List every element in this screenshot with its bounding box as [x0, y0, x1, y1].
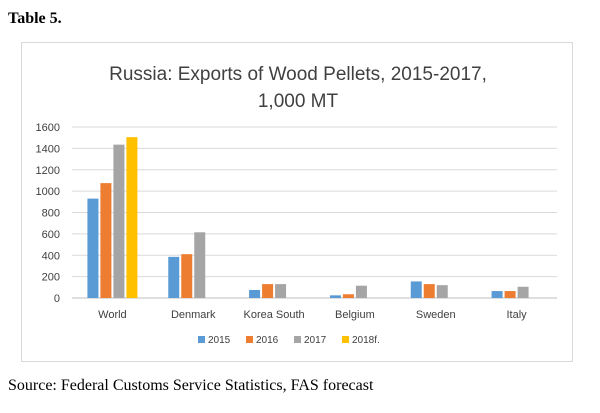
bars — [87, 137, 529, 298]
legend-label: 2017 — [304, 335, 327, 346]
chart-title-line-2: 1,000 MT — [258, 91, 339, 112]
bar-2015-sweden — [410, 281, 422, 298]
bar-2016-sweden — [423, 284, 435, 298]
legend-swatch — [198, 336, 205, 343]
x-category-label: World — [98, 309, 127, 321]
legend-label: 2016 — [256, 335, 279, 346]
bar-2018f-world — [126, 137, 138, 298]
bar-2017-belgium — [355, 285, 367, 298]
bar-2017-korea-south — [275, 284, 287, 298]
bar-2017-denmark — [194, 232, 206, 298]
x-category-label: Sweden — [416, 309, 456, 321]
bar-2016-world — [100, 183, 112, 298]
bar-2015-world — [87, 198, 99, 298]
gridlines — [72, 126, 557, 299]
legend-label: 2015 — [208, 335, 231, 346]
bar-2017-sweden — [436, 285, 448, 298]
legend-label: 2018f. — [352, 335, 380, 346]
bar-2015-korea-south — [249, 289, 261, 298]
chart-frame: Russia: Exports of Wood Pellets, 2015-20… — [21, 42, 573, 362]
x-axis-categories: World Denmark Korea South Belgium Sweden Ital… — [98, 309, 527, 321]
y-tick-label: 800 — [42, 208, 60, 220]
bar-2016-denmark — [181, 254, 193, 298]
bar-2017-world — [113, 144, 125, 298]
y-tick-label: 200 — [42, 272, 60, 284]
bar-2015-belgium — [329, 295, 341, 298]
bar-2016-korea-south — [262, 284, 274, 298]
legend-swatch — [342, 336, 349, 343]
y-tick-label: 1000 — [36, 186, 60, 198]
y-tick-label: 1600 — [36, 122, 60, 134]
bar-2017-italy — [517, 286, 529, 298]
x-category-label: Belgium — [335, 309, 375, 321]
y-tick-label: 0 — [54, 293, 60, 305]
legend: 2015 2016 2017 2018f. — [198, 335, 380, 346]
x-category-label: Korea South — [244, 309, 305, 321]
legend-swatch — [246, 336, 253, 343]
bar-2016-italy — [504, 291, 516, 298]
y-tick-label: 600 — [42, 229, 60, 241]
y-axis-ticks: 0 200 400 600 800 1000 1200 1400 1600 — [36, 122, 60, 305]
bar-2015-italy — [491, 291, 503, 298]
bar-2015-denmark — [168, 256, 180, 298]
y-tick-label: 1200 — [36, 165, 60, 177]
legend-swatch — [294, 336, 301, 343]
source-note: Source: Federal Customs Service Statisti… — [8, 377, 374, 394]
x-category-label: Italy — [506, 309, 527, 321]
bar-2016-belgium — [342, 294, 354, 298]
bar-chart: Russia: Exports of Wood Pellets, 2015-20… — [36, 64, 557, 346]
y-tick-label: 400 — [42, 250, 60, 262]
x-category-label: Denmark — [171, 309, 216, 321]
table-label: Table 5. — [8, 10, 62, 27]
y-tick-label: 1400 — [36, 143, 60, 155]
chart-title-line-1: Russia: Exports of Wood Pellets, 2015-20… — [109, 64, 487, 85]
